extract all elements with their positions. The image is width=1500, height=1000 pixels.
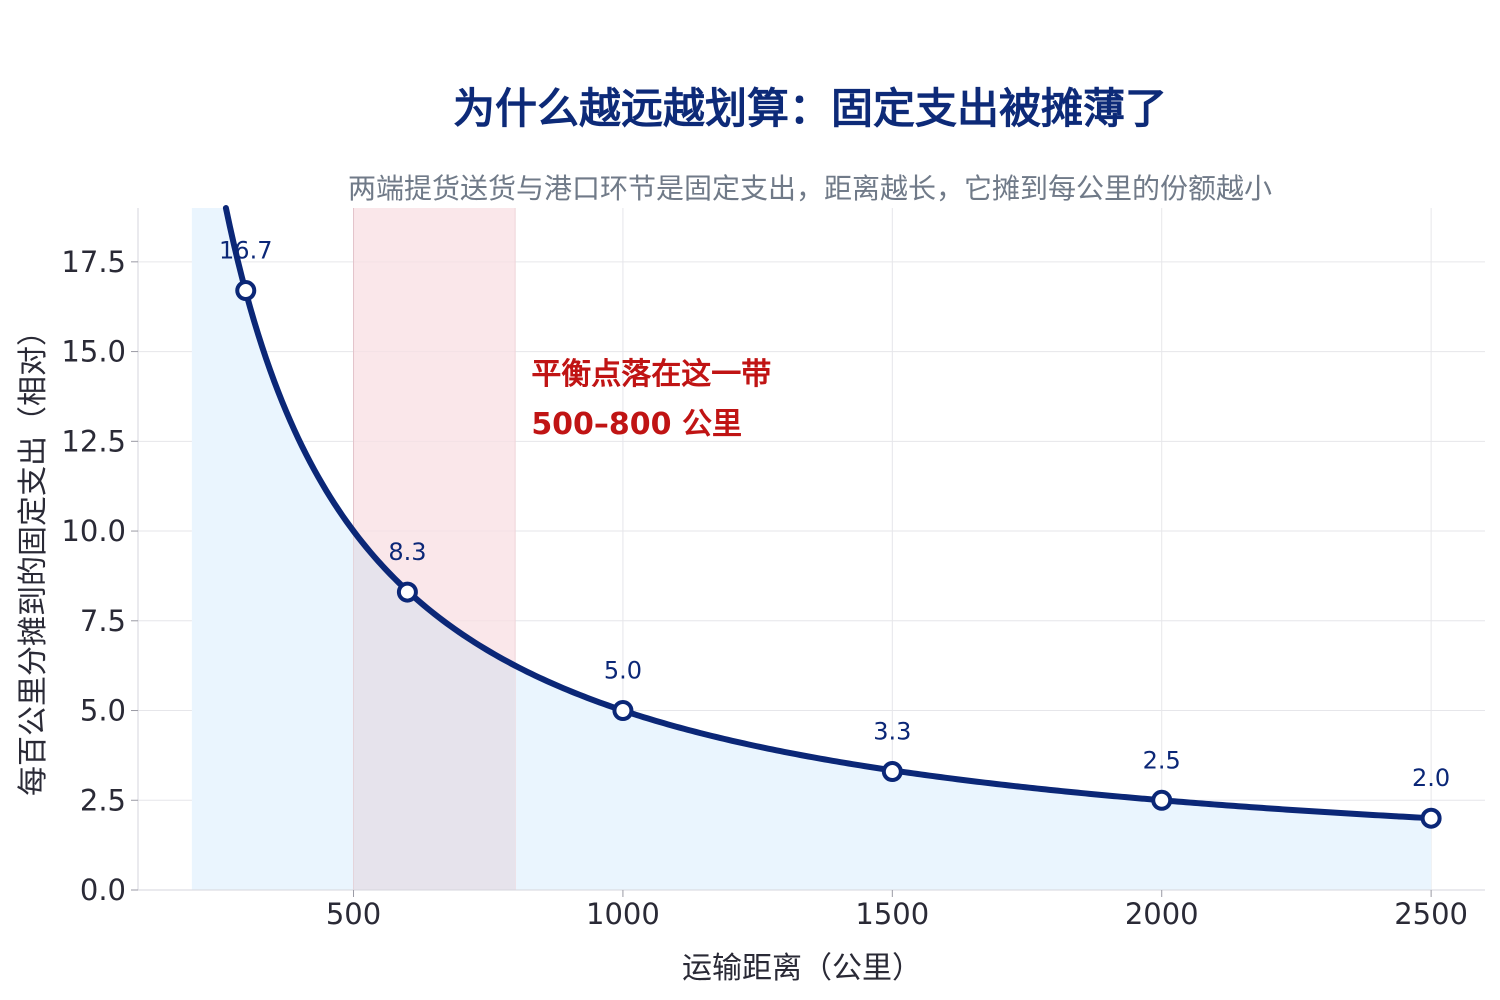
x-tick-label: 1000 <box>586 897 660 931</box>
x-tick-label: 1500 <box>855 897 929 931</box>
data-label: 2.5 <box>1143 746 1181 774</box>
chart-subtitle: 两端提货送货与港口环节是固定支出，距离越长，它摊到每公里的份额越小 <box>348 172 1272 205</box>
curve-layer <box>222 205 1435 822</box>
data-label: 2.0 <box>1412 764 1450 792</box>
band-annotation-line2: 500–800 公里 <box>531 407 742 442</box>
x-tick-label: 2000 <box>1125 897 1199 931</box>
data-labels-layer: 16.7 8.3 5.0 3.3 2.5 2.0 <box>219 237 1450 793</box>
y-tick-label: 2.5 <box>80 783 126 817</box>
x-tick-label: 500 <box>326 897 381 931</box>
data-point <box>235 280 257 302</box>
x-tick-label: 2500 <box>1394 897 1468 931</box>
data-point <box>1420 807 1442 829</box>
y-tick-label: 17.5 <box>61 245 126 279</box>
data-point <box>396 581 418 603</box>
points-layer <box>235 280 1442 829</box>
y-tick-label: 12.5 <box>61 424 126 458</box>
y-tick-label: 7.5 <box>80 604 126 638</box>
data-label: 5.0 <box>604 657 642 685</box>
chart-title: 为什么越远越划算：固定支出被摊薄了 <box>453 84 1167 133</box>
band-annotation-line1: 平衡点落在这一带 <box>531 357 771 392</box>
band-area-overlap <box>353 531 516 890</box>
data-point <box>612 700 634 722</box>
area-layer <box>191 208 1432 890</box>
data-point <box>881 761 903 783</box>
axes: 0.0 2.5 5.0 7.5 10.0 12.5 15.0 17.5 500 1000 1500 2… <box>61 208 1485 931</box>
y-axis-title: 每百公里分摊到的固定支出（相对） <box>16 316 51 796</box>
y-tick-label: 0.0 <box>80 873 126 907</box>
annotation-layer: 平衡点落在这一带 500–800 公里 <box>531 357 771 442</box>
y-tick-label: 10.0 <box>61 514 126 548</box>
y-tick-label: 15.0 <box>61 335 126 369</box>
data-label: 3.3 <box>873 718 911 746</box>
series-line <box>222 205 1435 822</box>
data-point <box>1151 789 1173 811</box>
y-tick-label: 5.0 <box>80 694 126 728</box>
data-label: 16.7 <box>219 237 272 265</box>
data-label: 8.3 <box>388 538 426 566</box>
x-axis-title: 运输距离（公里） <box>682 951 922 986</box>
